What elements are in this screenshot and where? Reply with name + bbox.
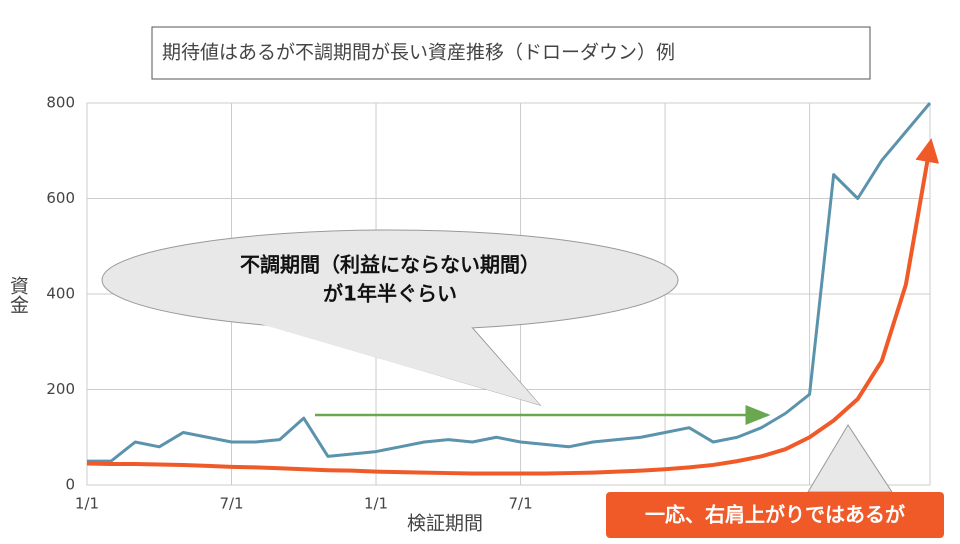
bubble-text: 不調期間（利益にならない期間） [240, 253, 540, 277]
line-series [87, 102, 932, 463]
bubble-join [250, 321, 540, 405]
chart-title: 期待値はあるが不調期間が長い資産推移（ドローダウン）例 [162, 42, 675, 64]
x-tick-label: 7/1 [508, 495, 532, 513]
x-tick-label: 1/1 [364, 495, 388, 513]
y-tick-label: 400 [46, 285, 75, 303]
y-tick-label: 800 [46, 94, 75, 112]
callout-text: 一応、右肩上がりではあるが [645, 503, 905, 527]
callout-box [606, 492, 944, 538]
y-axis-label: 資金 [7, 276, 29, 314]
bubble-text: が1年半ぐらい [323, 282, 457, 306]
y-tick-label: 0 [65, 476, 75, 494]
callout-tail [807, 424, 893, 493]
line-series [86, 138, 940, 476]
bubble [101, 229, 679, 331]
x-axis-label: 検証期間 [407, 513, 483, 535]
y-tick-label: 200 [46, 380, 75, 398]
x-tick-label: 7/1 [219, 495, 243, 513]
x-tick-label: 1/1 [75, 495, 99, 513]
title-box [151, 26, 871, 80]
y-tick-label: 600 [46, 189, 75, 207]
